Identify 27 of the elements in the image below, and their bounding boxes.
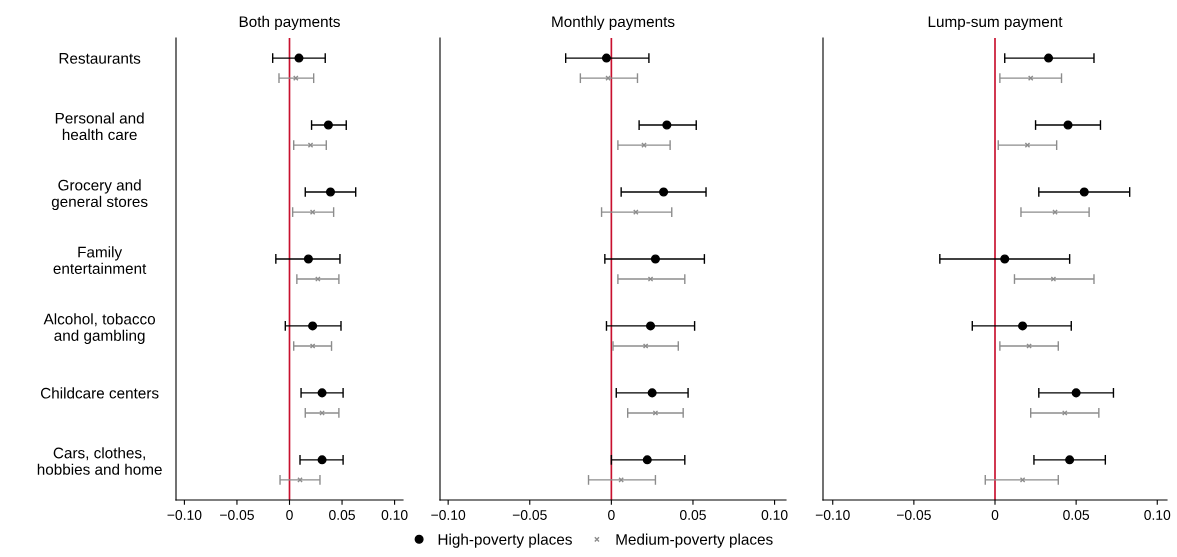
x-tick-label: 0: [286, 510, 293, 520]
x-tick-label: 0.10: [761, 510, 788, 520]
x-tick-label: −0.10: [167, 510, 202, 520]
x-tick-label: −0.05: [512, 510, 547, 520]
y-tick-label: Cars, clothes, hobbies and home: [37, 447, 162, 475]
x-tick-label: 0.05: [1063, 510, 1090, 520]
x-tick-label: 0.10: [381, 510, 408, 520]
y-tick-label: Childcare centers: [40, 387, 159, 399]
x-tick-label: −0.10: [431, 510, 466, 520]
x-tick-label: 0.05: [329, 510, 355, 520]
x-tick-label: −0.05: [896, 510, 931, 520]
chart-title: Both payments: [239, 15, 340, 31]
y-tick-label: Restaurants: [59, 53, 141, 64]
y-tick-label: Family entertainment: [53, 246, 147, 274]
x-tick-label: 0.05: [680, 510, 706, 520]
legend-label: Medium-poverty places: [616, 533, 773, 548]
chart-title: Lump-sum payment: [928, 16, 1063, 31]
chart-title: Monthly payments: [552, 15, 675, 31]
y-tick-label: Personal and health care: [55, 112, 144, 141]
y-tick-label: Alcohol, tobacco and gambling: [43, 313, 156, 344]
x-tick-label: 0.10: [1144, 510, 1171, 520]
x-tick-label: 0: [608, 510, 615, 520]
legend-label: High-poverty places: [438, 533, 572, 548]
x-tick-label: 0: [991, 510, 999, 520]
x-tick-label: −0.05: [220, 510, 254, 520]
x-tick-label: −0.10: [815, 510, 850, 520]
y-tick-label: Grocery and general stores: [51, 179, 148, 211]
